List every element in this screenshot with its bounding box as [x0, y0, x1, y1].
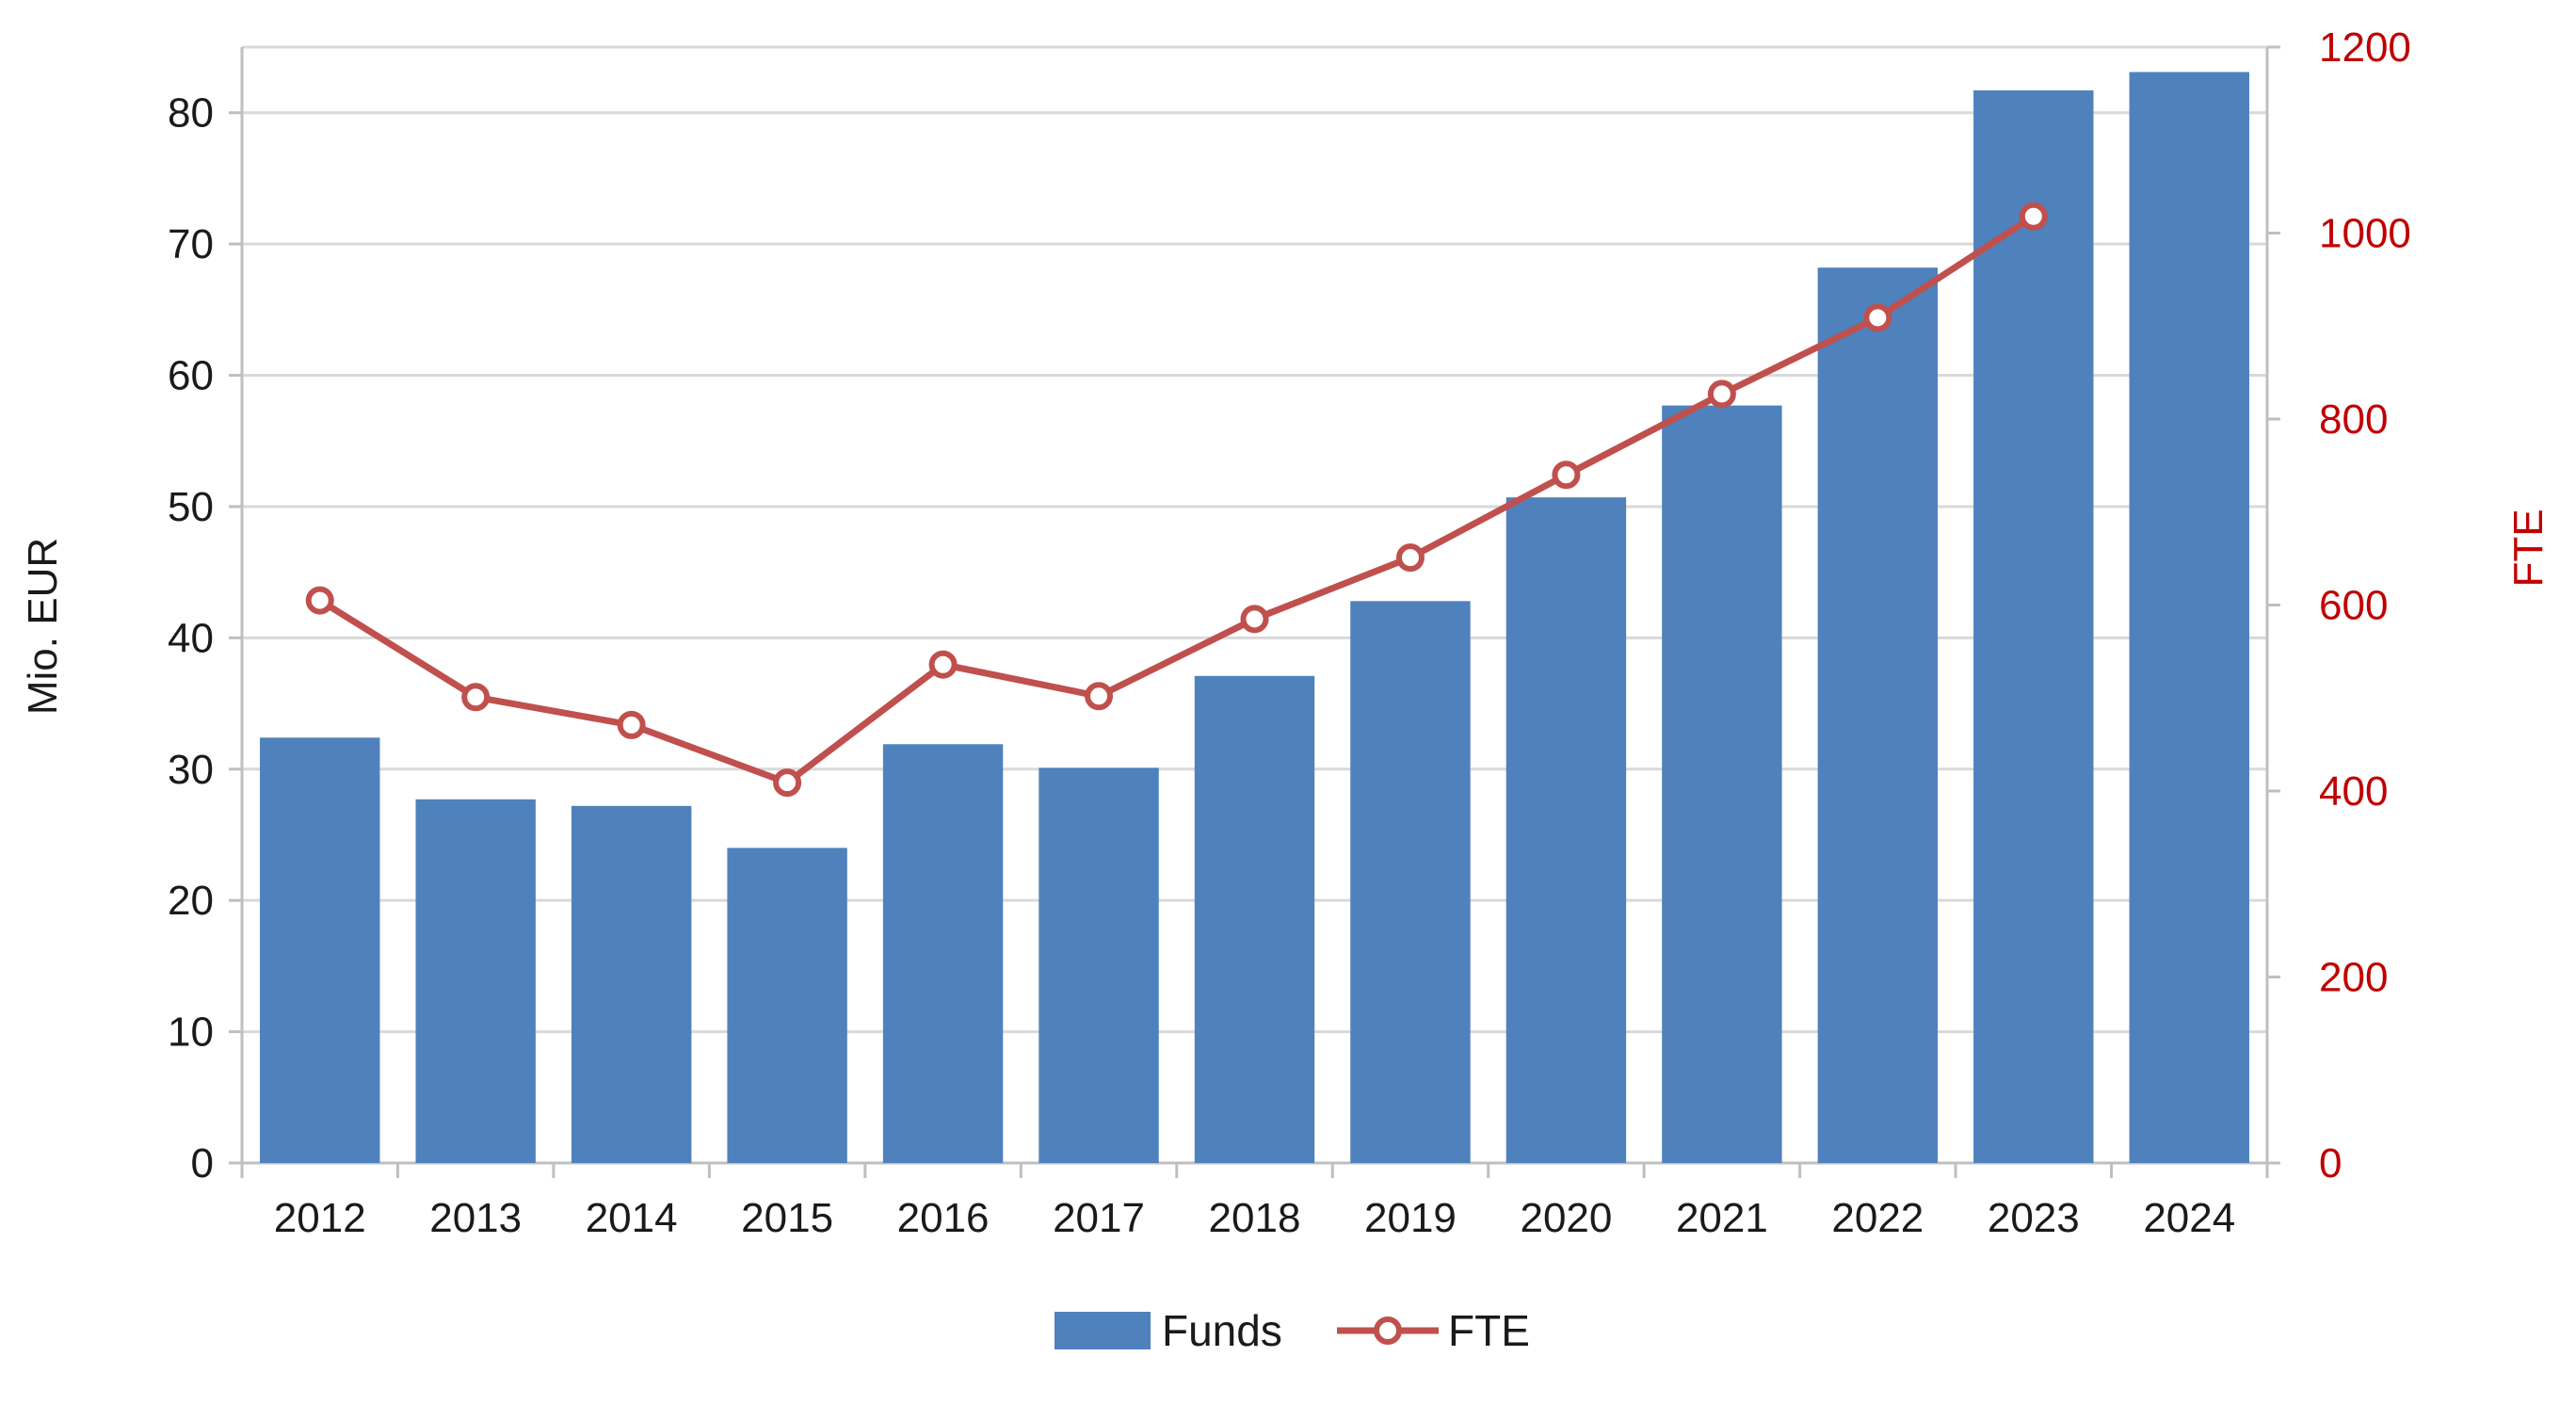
- legend: Funds FTE: [1055, 1306, 1530, 1355]
- point-fte: [617, 710, 646, 739]
- y-right-tick-label: 400: [2319, 768, 2388, 815]
- y-left-tick-label: 20: [168, 878, 214, 924]
- x-tick-label: 2022: [1831, 1195, 1924, 1241]
- y-left-axis-title: Mio. EUR: [20, 538, 66, 715]
- x-tick-label: 2014: [586, 1195, 678, 1241]
- point-fte: [1552, 460, 1581, 490]
- point-fte: [305, 586, 334, 615]
- x-tick-label: 2019: [1364, 1195, 1457, 1241]
- bar-funds: [1194, 675, 1315, 1163]
- x-tick-label: 2013: [429, 1195, 522, 1241]
- bar-funds: [727, 848, 847, 1163]
- y-left-tick-label: 70: [168, 221, 214, 267]
- y-right-tick-label: 1200: [2319, 24, 2411, 71]
- y-left-tick-label: 30: [168, 747, 214, 793]
- point-fte: [928, 650, 958, 679]
- y-left-tick-label: 80: [168, 90, 214, 137]
- y-right-axis-title: FTE: [2505, 509, 2552, 587]
- point-fte: [1863, 303, 1892, 332]
- point-fte: [461, 683, 491, 712]
- line-fte: [317, 213, 2036, 786]
- point-fte: [2019, 202, 2048, 231]
- bar-funds: [1817, 267, 1939, 1163]
- point-fte: [1085, 682, 1114, 711]
- point-fte: [1707, 380, 1736, 409]
- y-right-tick-label: 1000: [2319, 211, 2411, 257]
- bar-funds: [1662, 405, 1782, 1163]
- bar-funds: [1350, 601, 1471, 1163]
- x-tick-label: 2018: [1209, 1195, 1301, 1241]
- x-tick-label: 2023: [1988, 1195, 2080, 1241]
- x-tick-label: 2021: [1676, 1195, 1768, 1241]
- bar-funds: [1505, 497, 1627, 1163]
- y-left-tick-label: 50: [168, 484, 214, 530]
- legend-swatch-funds: [1055, 1312, 1151, 1349]
- x-tick-label: 2015: [741, 1195, 833, 1241]
- x-tick-label: 2016: [897, 1195, 990, 1241]
- x-tick-label: 2020: [1520, 1195, 1612, 1241]
- y-right-tick-label: 0: [2319, 1140, 2342, 1187]
- x-tick-label: 2012: [274, 1195, 366, 1241]
- y-right-tick-labels: 0 200 400 600 800 1000 1200: [2319, 24, 2411, 1187]
- bar-series: [260, 72, 2249, 1164]
- legend-label-fte: FTE: [1448, 1306, 1530, 1355]
- y-right-tick-label: 200: [2319, 955, 2388, 1001]
- y-right-tick-label: 600: [2319, 583, 2388, 629]
- y-left-tick-labels: 0 10 20 30 40 50 60 70 80: [168, 90, 214, 1187]
- y-left-tick-label: 40: [168, 615, 214, 661]
- x-tick-label: 2024: [2143, 1195, 2235, 1241]
- point-fte: [773, 768, 802, 798]
- bar-funds: [260, 737, 380, 1163]
- bar-funds: [1038, 767, 1159, 1163]
- point-fte: [1240, 605, 1269, 634]
- bar-funds: [2129, 72, 2249, 1163]
- x-tick-labels: 2012 2013 2014 2015 2016 2017 2018 2019 2020 2021…: [274, 1195, 2235, 1241]
- y-left-tick-label: 60: [168, 353, 214, 399]
- bar-funds: [1973, 90, 2094, 1164]
- x-tick-label: 2017: [1053, 1195, 1145, 1241]
- bar-funds: [882, 744, 1004, 1163]
- point-fte: [1395, 543, 1425, 573]
- y-left-tick-label: 0: [191, 1140, 214, 1187]
- bar-funds: [571, 805, 692, 1163]
- legend-swatch-fte-marker: [1374, 1316, 1402, 1345]
- bar-funds: [415, 799, 536, 1163]
- line-series: [305, 202, 2048, 798]
- legend-label-funds: Funds: [1162, 1306, 1282, 1355]
- y-left-tick-label: 10: [168, 1009, 214, 1056]
- y-right-tick-label: 800: [2319, 396, 2388, 443]
